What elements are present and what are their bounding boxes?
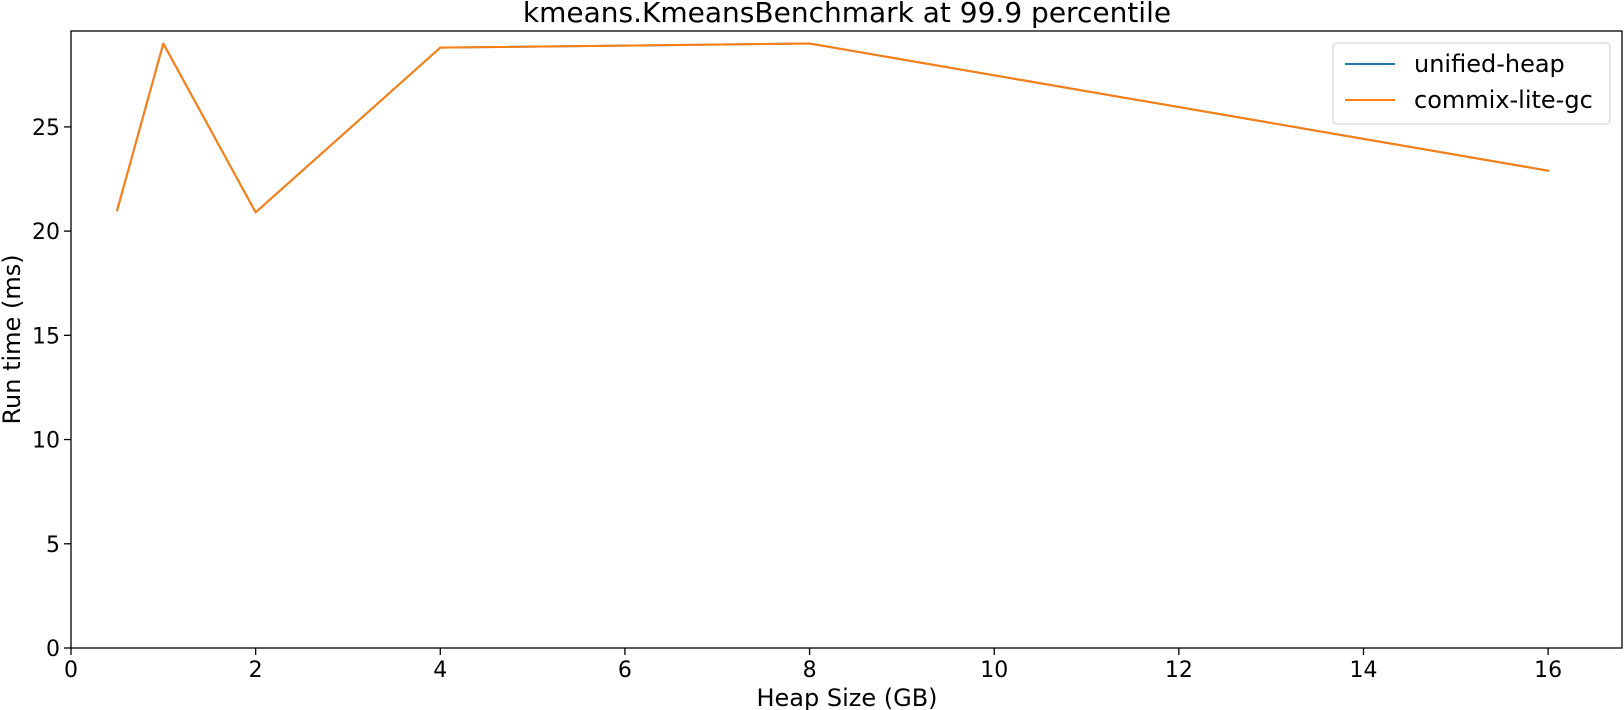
legend: unified-heap commix-lite-gc	[1332, 42, 1611, 125]
x-axis-label: Heap Size (GB)	[756, 684, 937, 710]
y-tick-label: 15	[32, 324, 60, 349]
x-tick-label: 16	[1534, 658, 1562, 683]
y-tick-label: 10	[32, 429, 60, 454]
y-axis-label: Run time (ms)	[0, 254, 26, 424]
x-tick-label: 2	[249, 658, 263, 683]
y-tick-label: 0	[46, 637, 60, 662]
y-tick-label: 5	[46, 533, 60, 558]
x-tick-label: 6	[618, 658, 632, 683]
x-tick-label: 10	[980, 658, 1008, 683]
legend-label: commix-lite-gc	[1414, 86, 1593, 114]
plot-lines	[115, 42, 1550, 214]
y-tick-label: 25	[32, 116, 60, 141]
x-tick-label: 0	[64, 658, 78, 683]
y-axis-ticks: 0 5 10 15 20 25	[32, 116, 71, 662]
chart-title: kmeans.KmeansBenchmark at 99.9 percentil…	[523, 0, 1171, 29]
series-line-commix-lite-gc	[115, 42, 1550, 214]
legend-label: unified-heap	[1414, 50, 1565, 78]
x-tick-label: 8	[803, 658, 817, 683]
x-tick-label: 12	[1165, 658, 1193, 683]
x-tick-label: 4	[433, 658, 447, 683]
x-tick-label: 14	[1350, 658, 1378, 683]
y-tick-label: 20	[32, 220, 60, 245]
plot-frame	[70, 30, 1623, 649]
x-axis-ticks: 0 2 4 6 8 10 12 14 16	[64, 648, 1562, 683]
legend-box	[1332, 42, 1611, 125]
